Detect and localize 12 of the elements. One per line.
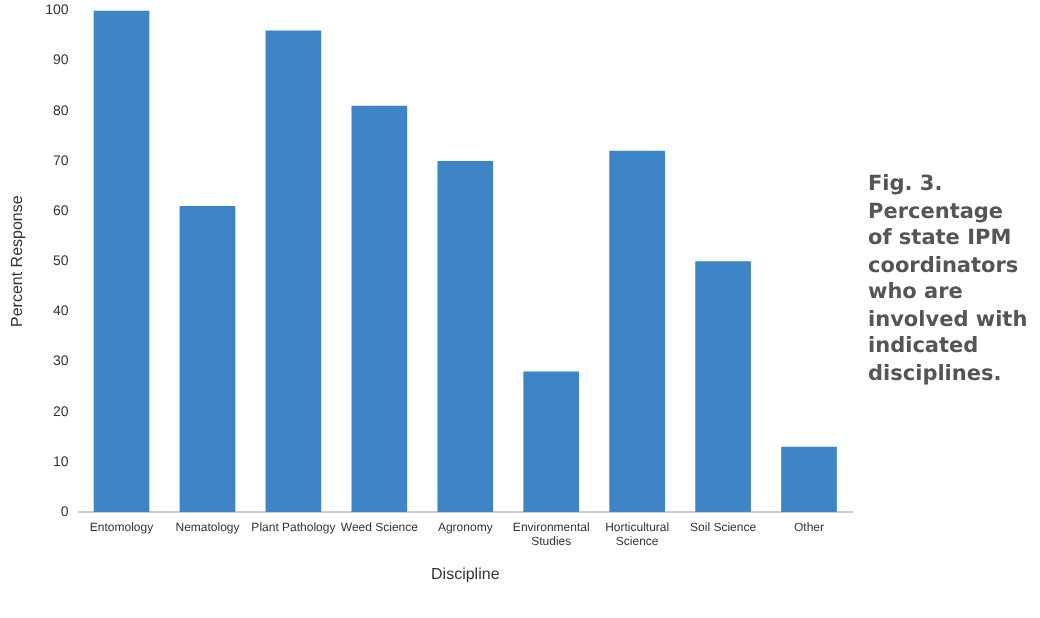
y-axis-title: Percent Response [8, 194, 27, 328]
x-axis-title: Discipline [431, 564, 501, 583]
bar [437, 160, 494, 512]
bar [179, 206, 236, 512]
bar [93, 10, 150, 512]
bar [523, 371, 580, 512]
bar [265, 30, 322, 512]
bar [609, 150, 665, 512]
bar [351, 105, 408, 512]
bar [781, 446, 837, 512]
caption: Fig. 3. Percentage of state IPM coordinators who are involved with indicated disciplines. [868, 172, 1030, 388]
bar [695, 261, 751, 512]
